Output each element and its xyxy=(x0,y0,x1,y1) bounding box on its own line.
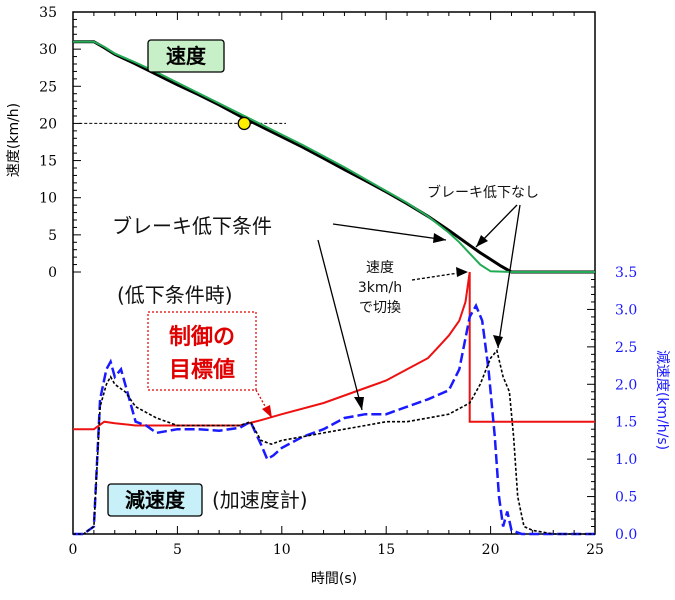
annotation-speed-switch-2: 3km/h xyxy=(358,280,402,296)
y-right-tick-label: 1.0 xyxy=(615,452,637,468)
decel-series-line-0 xyxy=(73,271,595,431)
annotation-speed-switch-3: で切換 xyxy=(359,300,401,316)
decel-series-line-2 xyxy=(73,348,595,535)
arrowhead-6 xyxy=(262,405,272,418)
arrowhead-1 xyxy=(433,233,446,243)
y-right-tick-label: 2.5 xyxy=(615,340,637,356)
annotation-speed-switch-1: 速度 xyxy=(366,260,394,276)
y-right-tick-label: 0.0 xyxy=(615,527,637,543)
annotation-brake-condition: ブレーキ低下条件 xyxy=(112,214,272,238)
y-left-tick-label: 10 xyxy=(39,191,57,207)
arrow-switch xyxy=(411,271,466,281)
annotation-reduced-condition: (低下条件時) xyxy=(117,283,233,307)
y-left-tick-label: 15 xyxy=(39,154,57,170)
x-ticks: 0 5 10 15 20 25 xyxy=(69,12,604,558)
arrow-no-reduction-to-decel xyxy=(497,204,521,349)
speed-marker-point xyxy=(237,116,251,131)
arrows xyxy=(255,204,521,416)
x-tick-label: 25 xyxy=(586,542,604,558)
y-left-tick-label: 0 xyxy=(48,265,57,281)
decel-sub-label: (加速度計) xyxy=(212,488,308,512)
speed-label-box xyxy=(147,39,225,73)
decel-series-line-1 xyxy=(73,302,595,536)
y-right-tick-label: 2.0 xyxy=(615,377,637,393)
x-tick-label: 10 xyxy=(273,542,291,558)
decel-label: 減速度 xyxy=(125,488,186,512)
x-tick-label: 5 xyxy=(173,542,182,558)
y-left-tick-label: 35 xyxy=(39,5,57,21)
arrowhead-4 xyxy=(493,335,503,348)
arrowhead-5 xyxy=(456,267,468,277)
x-axis-label: 時間(s) xyxy=(311,571,357,587)
decel-label-box xyxy=(107,483,203,517)
speed-label: 速度 xyxy=(166,44,207,68)
y-right-axis-label: 減速度(km/h/s) xyxy=(654,350,671,450)
target-label-box xyxy=(147,311,257,391)
y-left-ticks: 0 5 10 15 20 25 30 35 xyxy=(39,5,81,281)
arrowheads xyxy=(262,233,503,418)
y-right-ticks: 0.0 0.5 1.0 1.5 2.0 2.5 3.0 3.5 xyxy=(587,265,637,543)
y-left-tick-label: 30 xyxy=(39,42,57,58)
y-right-tick-label: 0.5 xyxy=(615,490,637,506)
x-tick-label: 0 xyxy=(69,542,78,558)
y-right-tick-label: 3.5 xyxy=(615,265,637,281)
arrow-target xyxy=(255,389,271,416)
arrowhead-2 xyxy=(354,397,364,410)
x-tick-label: 15 xyxy=(377,542,395,558)
arrowhead-3 xyxy=(476,235,488,247)
annotation-no-brake-reduction: ブレーキ低下なし xyxy=(427,184,539,201)
y-left-tick-label: 5 xyxy=(48,228,57,244)
y-left-tick-label: 25 xyxy=(39,79,57,95)
y-right-tick-label: 1.5 xyxy=(615,415,637,431)
target-label-2: 目標値 xyxy=(169,358,235,383)
target-label-1: 制御の xyxy=(169,324,235,350)
series-group xyxy=(73,40,595,536)
arrow-brake-to-decel xyxy=(317,239,363,411)
y-right-tick-label: 3.0 xyxy=(615,302,637,318)
x-tick-label: 20 xyxy=(482,542,500,558)
arrow-brake-to-speed xyxy=(332,223,447,241)
y-left-tick-label: 20 xyxy=(39,116,57,132)
y-left-axis-label: 速度(km/h) xyxy=(6,103,22,177)
